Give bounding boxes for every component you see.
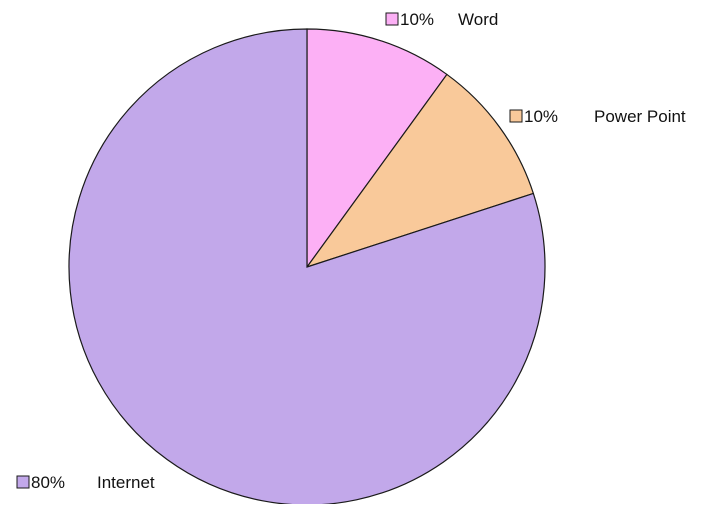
legend-swatch-internet [16, 475, 30, 489]
data-label-word: 10% Word [385, 10, 498, 29]
data-label-internet-percent: 80% [31, 473, 65, 492]
pie-slice-word [306, 28, 448, 269]
data-label-word-percent: 10% [400, 10, 434, 29]
data-label-power-point: 10% Power Point [509, 107, 686, 126]
data-label-word-name: Word [458, 10, 498, 29]
legend-swatch-word [385, 12, 399, 26]
data-label-internet: 80% Internet [16, 473, 155, 492]
legend-swatch-power-point [509, 109, 523, 123]
data-label-power-point-name: Power Point [594, 107, 686, 126]
data-label-internet-name: Internet [97, 473, 155, 492]
pie-slices [68, 28, 546, 506]
data-label-power-point-percent: 10% [524, 107, 558, 126]
pie-slice-internet [68, 28, 546, 506]
pie-slice-power-point [305, 73, 535, 269]
